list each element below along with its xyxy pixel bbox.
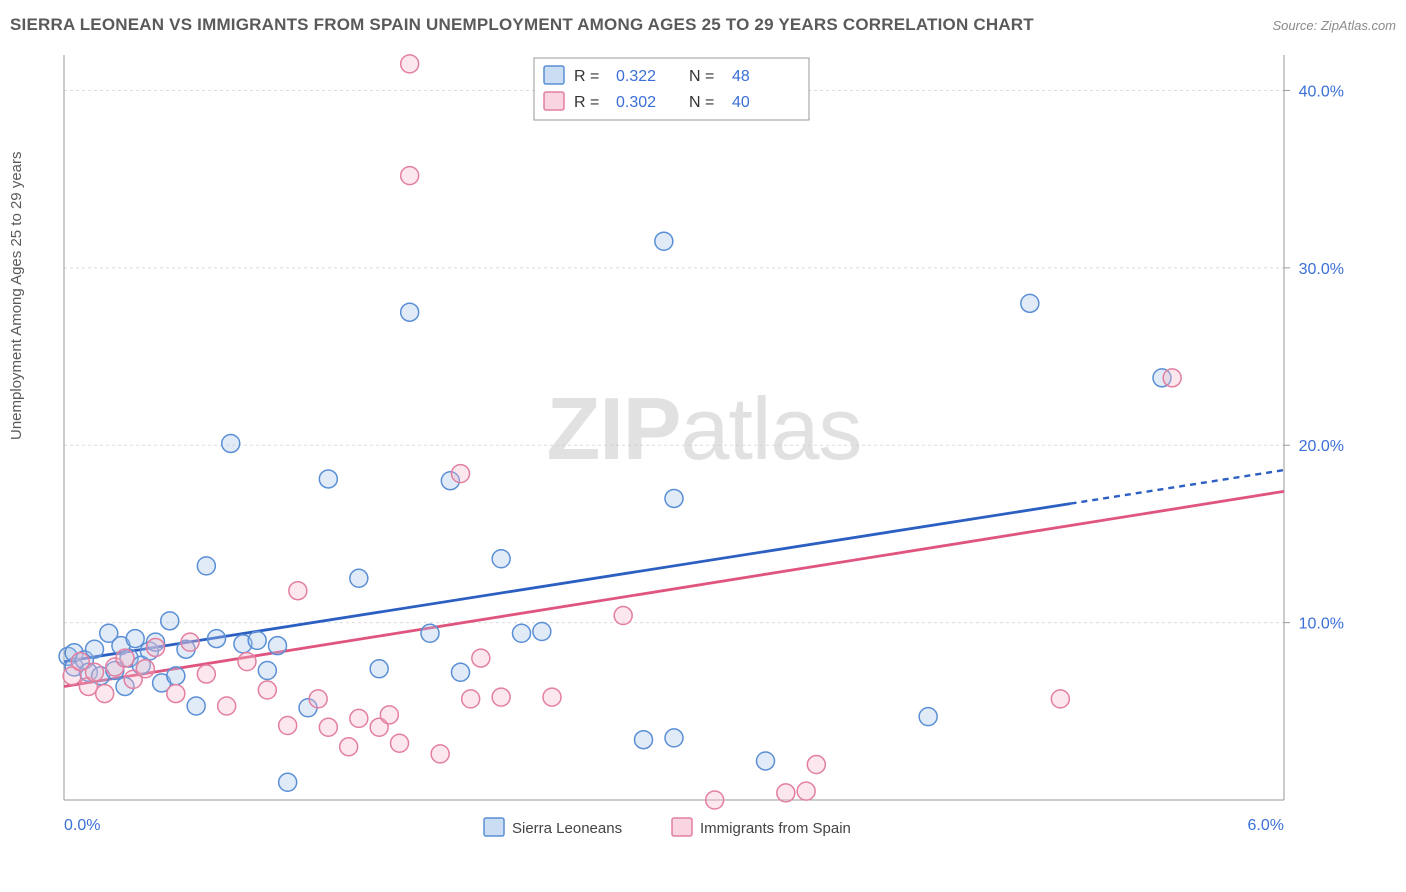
data-point-immigrants_spain bbox=[167, 685, 185, 703]
y-tick-label: 30.0% bbox=[1299, 261, 1344, 278]
data-point-immigrants_spain bbox=[350, 709, 368, 727]
data-point-sierra_leoneans bbox=[187, 697, 205, 715]
stats-R-value-sierra_leoneans: 0.322 bbox=[616, 68, 656, 85]
title-bar: SIERRA LEONEAN VS IMMIGRANTS FROM SPAIN … bbox=[10, 10, 1396, 40]
data-point-sierra_leoneans bbox=[492, 550, 510, 568]
stats-N-label: N = bbox=[689, 94, 714, 111]
data-point-sierra_leoneans bbox=[86, 640, 104, 658]
chart-svg: 10.0% 20.0% 30.0% 40.0% 0.0% 6.0% R = 0.322 N = 4… bbox=[54, 50, 1354, 840]
data-point-sierra_leoneans bbox=[533, 622, 551, 640]
data-point-immigrants_spain bbox=[197, 665, 215, 683]
source-label: Source: ZipAtlas.com bbox=[1272, 18, 1396, 33]
stats-N-value-sierra_leoneans: 48 bbox=[732, 68, 750, 85]
data-point-sierra_leoneans bbox=[635, 731, 653, 749]
data-point-immigrants_spain bbox=[238, 653, 256, 671]
data-point-immigrants_spain bbox=[1051, 690, 1069, 708]
data-point-sierra_leoneans bbox=[279, 773, 297, 791]
y-tick-label: 20.0% bbox=[1299, 438, 1344, 455]
legend-label-immigrants_spain: Immigrants from Spain bbox=[700, 820, 851, 837]
data-point-sierra_leoneans bbox=[161, 612, 179, 630]
data-point-sierra_leoneans bbox=[197, 557, 215, 575]
plot-container: 10.0% 20.0% 30.0% 40.0% 0.0% 6.0% R = 0.322 N = 4… bbox=[54, 50, 1354, 840]
data-point-sierra_leoneans bbox=[1021, 294, 1039, 312]
data-point-immigrants_spain bbox=[1163, 369, 1181, 387]
data-point-immigrants_spain bbox=[401, 55, 419, 73]
data-point-immigrants_spain bbox=[96, 685, 114, 703]
data-point-immigrants_spain bbox=[380, 706, 398, 724]
data-point-immigrants_spain bbox=[391, 734, 409, 752]
x-tick-label: 6.0% bbox=[1248, 817, 1284, 834]
data-point-immigrants_spain bbox=[181, 633, 199, 651]
data-point-sierra_leoneans bbox=[222, 434, 240, 452]
data-point-sierra_leoneans bbox=[126, 630, 144, 648]
data-point-sierra_leoneans bbox=[269, 637, 287, 655]
data-point-sierra_leoneans bbox=[452, 663, 470, 681]
data-point-immigrants_spain bbox=[807, 756, 825, 774]
data-point-immigrants_spain bbox=[777, 784, 795, 802]
stats-swatch-sierra_leoneans bbox=[544, 66, 564, 84]
data-point-immigrants_spain bbox=[472, 649, 490, 667]
stats-R-label: R = bbox=[574, 68, 599, 85]
data-point-immigrants_spain bbox=[218, 697, 236, 715]
data-point-immigrants_spain bbox=[279, 717, 297, 735]
data-point-immigrants_spain bbox=[431, 745, 449, 763]
data-point-immigrants_spain bbox=[289, 582, 307, 600]
data-point-sierra_leoneans bbox=[513, 624, 531, 642]
data-point-immigrants_spain bbox=[116, 649, 134, 667]
stats-R-value-immigrants_spain: 0.302 bbox=[616, 94, 656, 111]
stats-N-label: N = bbox=[689, 68, 714, 85]
x-tick-label: 0.0% bbox=[64, 817, 100, 834]
data-point-immigrants_spain bbox=[147, 638, 165, 656]
data-point-immigrants_spain bbox=[86, 663, 104, 681]
data-point-immigrants_spain bbox=[136, 660, 154, 678]
data-point-immigrants_spain bbox=[797, 782, 815, 800]
data-point-immigrants_spain bbox=[401, 167, 419, 185]
data-point-immigrants_spain bbox=[492, 688, 510, 706]
data-point-sierra_leoneans bbox=[665, 489, 683, 507]
data-point-sierra_leoneans bbox=[655, 232, 673, 250]
data-point-immigrants_spain bbox=[543, 688, 561, 706]
data-point-sierra_leoneans bbox=[167, 667, 185, 685]
data-point-immigrants_spain bbox=[462, 690, 480, 708]
data-point-sierra_leoneans bbox=[248, 631, 266, 649]
data-point-immigrants_spain bbox=[340, 738, 358, 756]
y-axis-label: Unemployment Among Ages 25 to 29 years bbox=[8, 151, 25, 440]
y-tick-label: 10.0% bbox=[1299, 616, 1344, 633]
data-point-sierra_leoneans bbox=[258, 662, 276, 680]
data-point-immigrants_spain bbox=[614, 607, 632, 625]
stats-swatch-immigrants_spain bbox=[544, 92, 564, 110]
stats-N-value-immigrants_spain: 40 bbox=[732, 94, 750, 111]
data-point-immigrants_spain bbox=[258, 681, 276, 699]
data-point-immigrants_spain bbox=[706, 791, 724, 809]
data-point-immigrants_spain bbox=[309, 690, 327, 708]
data-point-sierra_leoneans bbox=[665, 729, 683, 747]
legend-swatch-immigrants_spain bbox=[672, 818, 692, 836]
legend-label-sierra_leoneans: Sierra Leoneans bbox=[512, 820, 622, 837]
data-point-sierra_leoneans bbox=[208, 630, 226, 648]
y-tick-label: 40.0% bbox=[1299, 83, 1344, 100]
legend-swatch-sierra_leoneans bbox=[484, 818, 504, 836]
trend-line-dashed-sierra_leoneans bbox=[1071, 470, 1285, 504]
data-point-sierra_leoneans bbox=[919, 708, 937, 726]
data-point-sierra_leoneans bbox=[421, 624, 439, 642]
data-point-sierra_leoneans bbox=[319, 470, 337, 488]
data-point-immigrants_spain bbox=[319, 718, 337, 736]
data-point-sierra_leoneans bbox=[350, 569, 368, 587]
stats-R-label: R = bbox=[574, 94, 599, 111]
data-point-sierra_leoneans bbox=[757, 752, 775, 770]
data-point-sierra_leoneans bbox=[401, 303, 419, 321]
data-point-immigrants_spain bbox=[452, 465, 470, 483]
data-point-sierra_leoneans bbox=[370, 660, 388, 678]
chart-title: SIERRA LEONEAN VS IMMIGRANTS FROM SPAIN … bbox=[10, 15, 1034, 35]
